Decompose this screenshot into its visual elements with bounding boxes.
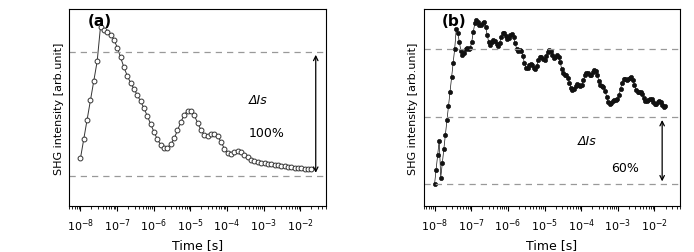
Y-axis label: SHG intensity [arb.unit]: SHG intensity [arb.unit] xyxy=(408,42,418,174)
Text: ΔIs: ΔIs xyxy=(249,94,268,107)
Text: ΔIs: ΔIs xyxy=(577,134,596,147)
Y-axis label: SHG intensity [arb.unit]: SHG intensity [arb.unit] xyxy=(54,42,64,174)
Text: 60%: 60% xyxy=(611,162,638,175)
Text: 100%: 100% xyxy=(249,127,285,140)
Text: (a): (a) xyxy=(87,14,112,29)
X-axis label: Time [s]: Time [s] xyxy=(172,238,223,251)
X-axis label: Time [s]: Time [s] xyxy=(526,238,577,251)
Text: (b): (b) xyxy=(441,14,466,29)
